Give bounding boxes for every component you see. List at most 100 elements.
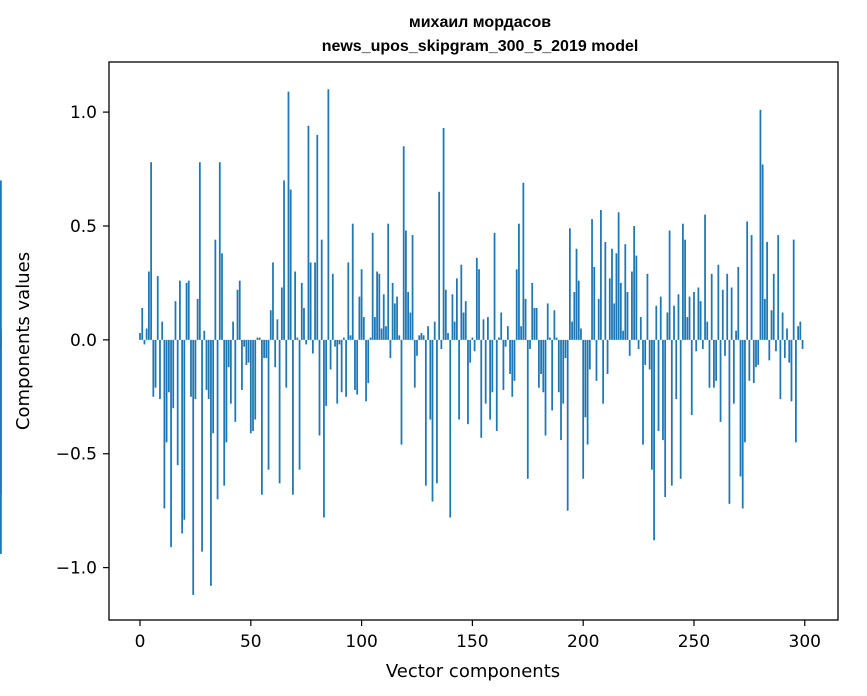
bar (799, 321, 802, 340)
bar (593, 266, 596, 340)
bar (480, 339, 483, 438)
bar (735, 330, 737, 340)
bar (205, 339, 208, 390)
y-axis-ticks: −1.0 −0.5 0.0 0.5 1.0 (56, 103, 109, 579)
bar (615, 253, 618, 340)
bar (471, 337, 474, 340)
bar (511, 339, 514, 397)
bar (296, 337, 299, 340)
bar (713, 339, 715, 388)
bar (214, 239, 217, 340)
bar (777, 235, 780, 340)
x-tick-label: 50 (240, 632, 262, 652)
bar (697, 287, 700, 340)
bar (300, 282, 303, 340)
bar (285, 339, 288, 388)
plot-frame (108, 61, 839, 621)
bar (482, 319, 485, 340)
bar (393, 303, 396, 340)
bar (318, 339, 321, 436)
bar (225, 339, 228, 443)
bar (360, 269, 363, 340)
bar (292, 339, 294, 495)
bar (717, 264, 720, 340)
bar (600, 210, 602, 340)
bar (502, 339, 505, 390)
bar (748, 339, 751, 381)
bar (243, 339, 246, 347)
bar (487, 317, 489, 340)
bar (741, 339, 744, 509)
bar (690, 339, 693, 416)
y-tick-label: −1.0 (56, 559, 97, 579)
bar (442, 128, 445, 340)
bar (752, 339, 755, 384)
bar (546, 303, 549, 340)
x-tick-label: 150 (456, 632, 488, 652)
bar (531, 282, 534, 340)
chart-title-line2: news_upos_skipgram_300_5_2019 model (322, 38, 639, 55)
bar (475, 257, 478, 340)
bar (314, 262, 316, 340)
bar (325, 339, 328, 406)
bar (380, 328, 383, 340)
bar (626, 292, 629, 340)
bar (775, 339, 777, 352)
bar (710, 273, 713, 340)
bar (349, 335, 352, 340)
bar (726, 273, 729, 340)
bar (316, 134, 319, 340)
bar (358, 296, 361, 340)
bar (779, 339, 782, 400)
bar (573, 292, 576, 340)
bar (569, 228, 571, 340)
bar (650, 339, 653, 470)
bar (522, 182, 525, 340)
bar (254, 339, 257, 420)
bar (644, 339, 647, 365)
bar (584, 339, 587, 418)
bar (529, 339, 531, 349)
bar (728, 339, 731, 504)
y-tick-label: 0.0 (70, 331, 97, 351)
bar (245, 339, 248, 365)
bar (429, 339, 432, 420)
bar (378, 273, 381, 340)
bar (436, 339, 438, 484)
bar (400, 339, 403, 445)
bar (670, 339, 673, 486)
bar (241, 339, 243, 390)
bar (185, 282, 188, 340)
bar (524, 298, 527, 340)
bar (331, 273, 334, 340)
bar (320, 239, 323, 340)
bar (768, 339, 771, 361)
bar (493, 232, 496, 340)
bar (788, 339, 791, 363)
bar (427, 326, 429, 340)
bar (433, 321, 436, 340)
bar (582, 339, 585, 479)
bar (256, 337, 259, 340)
y-tick-label: 0.5 (70, 217, 97, 237)
bar (174, 301, 177, 340)
bar (387, 223, 390, 340)
bar (732, 339, 735, 404)
bar (693, 292, 695, 340)
bar (267, 339, 270, 470)
bar (201, 339, 203, 552)
bar (737, 266, 740, 340)
bar (772, 273, 775, 340)
bar (294, 271, 297, 340)
bar (424, 339, 427, 486)
bar (269, 310, 272, 340)
bar (540, 339, 542, 375)
bar (411, 235, 414, 340)
bar (500, 312, 503, 340)
bar (374, 317, 376, 340)
bar (176, 339, 179, 466)
bar (362, 317, 365, 340)
bar (334, 339, 336, 347)
